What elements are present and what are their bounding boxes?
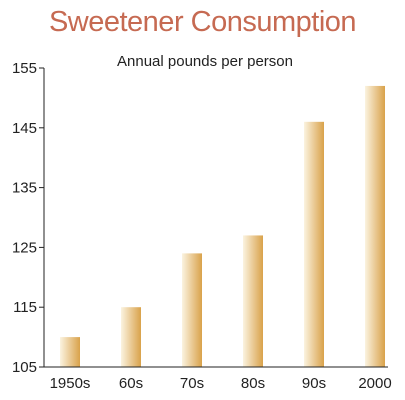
y-ticks: 105 115 125 135 145 155 <box>12 60 44 376</box>
x-tick-label: 80s <box>241 375 265 392</box>
chart-subtitle: Annual pounds per person <box>117 53 293 70</box>
bar-1950s <box>60 337 80 367</box>
x-tick-label: 1950s <box>50 375 91 392</box>
bar-60s <box>121 307 141 367</box>
chart-title: Sweetener Consumption <box>48 6 357 38</box>
y-tick-label: 145 <box>12 120 37 137</box>
x-tick-label: 2000 <box>358 375 391 392</box>
x-tick-label: 90s <box>302 375 326 392</box>
axes-layer <box>43 68 388 368</box>
bars-layer <box>60 85 385 367</box>
y-tick-label: 115 <box>13 299 37 316</box>
bar-80s <box>243 235 263 367</box>
bar-90s <box>304 121 324 367</box>
x-tick-label: 60s <box>119 375 143 392</box>
bar-2000 <box>365 85 385 367</box>
x-tick-label: 70s <box>180 375 204 392</box>
y-tick-label: 125 <box>12 239 37 256</box>
y-tick-label: 105 <box>12 359 37 376</box>
y-tick-label: 155 <box>12 60 37 77</box>
bar-70s <box>182 253 202 367</box>
y-tick-label: 135 <box>12 180 37 197</box>
x-ticks: 1950s 60s 70s 80s 90s 2000 <box>50 375 392 392</box>
